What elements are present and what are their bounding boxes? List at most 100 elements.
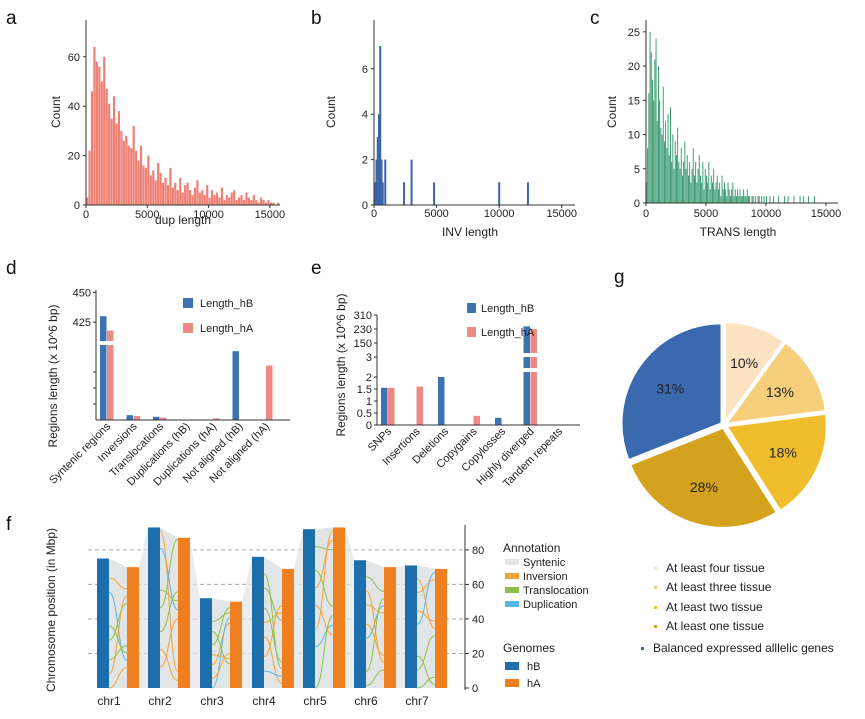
x-tick-label: 0 <box>371 208 377 220</box>
x-tick-label: 15000 <box>546 208 577 220</box>
chromosome-bar-ha <box>230 601 242 688</box>
bar <box>245 192 248 205</box>
chromosome-bar-ha <box>178 537 190 688</box>
chart-e-legend-swatch-ha <box>467 327 476 337</box>
y-tick-label: 4 <box>362 109 368 121</box>
bar <box>660 127 662 203</box>
bar <box>498 182 501 205</box>
synteny-link <box>365 590 385 664</box>
bar <box>721 175 723 203</box>
bar <box>734 189 736 203</box>
y-tick-label: 0 <box>362 200 368 212</box>
synteny-link <box>263 605 283 658</box>
bar <box>787 196 789 203</box>
legend-swatch <box>505 679 519 687</box>
bar <box>670 107 671 203</box>
synteny-link <box>263 587 283 621</box>
y-tick-label: 25 <box>628 27 640 39</box>
synteny-link <box>416 655 436 685</box>
bar-length-hb <box>232 351 239 420</box>
syntenic-ribbon <box>242 556 252 688</box>
synteny-link <box>211 652 231 679</box>
bar <box>95 61 98 205</box>
bar <box>744 196 746 203</box>
bar <box>677 127 679 203</box>
bar <box>277 202 280 205</box>
x-tick-label: chr2 <box>148 694 172 708</box>
bar <box>740 196 742 203</box>
synteny-link <box>108 591 128 661</box>
x-tick-label: 15000 <box>255 209 286 221</box>
y-tick-label: 0.5 <box>357 408 372 420</box>
legend-swatch <box>654 625 657 628</box>
bar <box>169 167 172 205</box>
bar <box>737 189 739 203</box>
bar <box>706 175 707 203</box>
bar <box>751 196 753 203</box>
y-tick-label: 1.5 <box>357 384 372 396</box>
bar <box>724 182 725 203</box>
y-tick-label: 15 <box>628 95 640 107</box>
bar <box>697 168 699 203</box>
panel-label-f: f <box>6 514 12 535</box>
bar <box>181 192 184 205</box>
pie-slice <box>725 412 828 513</box>
legend-label: At least three tissue <box>666 580 772 594</box>
bar <box>695 161 697 203</box>
bar <box>682 175 683 203</box>
synteny-link <box>416 676 436 689</box>
bar <box>108 103 111 205</box>
bar <box>142 165 145 205</box>
bar-length-hb <box>438 377 445 425</box>
synteny-link <box>211 622 231 666</box>
bar <box>233 190 236 205</box>
bar <box>715 182 717 203</box>
bar <box>188 190 192 205</box>
bar <box>656 120 658 203</box>
x-tick-label: chr3 <box>200 694 224 708</box>
bar <box>650 52 652 204</box>
pie-slice-label: 13% <box>766 384 794 400</box>
x-tick-label: chr4 <box>252 694 276 708</box>
bar <box>674 141 676 203</box>
legend-label: Inversion <box>523 571 568 583</box>
bar <box>208 197 211 205</box>
synteny-link <box>365 604 385 614</box>
x-tick-label: chr6 <box>354 694 378 708</box>
synteny-link <box>211 654 231 660</box>
bar-length-ha <box>416 386 423 425</box>
bar <box>679 168 681 203</box>
legend-label: Translocation <box>523 585 589 597</box>
bar <box>672 134 674 203</box>
x-tick-label: chr1 <box>97 694 121 708</box>
y-tick-label: 20 <box>68 151 80 163</box>
x-tick-label: 5000 <box>694 208 718 220</box>
bar <box>689 161 691 203</box>
bar <box>718 189 719 203</box>
bar <box>673 168 675 203</box>
bar <box>130 148 133 205</box>
bar <box>223 200 226 205</box>
synteny-link <box>159 547 179 611</box>
bar <box>733 196 735 203</box>
bar <box>778 196 779 203</box>
synteny-link <box>159 591 179 633</box>
bar <box>710 175 712 203</box>
synteny-link <box>263 636 283 684</box>
bar <box>652 79 653 203</box>
syntenic-ribbon <box>139 527 148 688</box>
panel-label-a: a <box>6 8 17 29</box>
bar <box>752 196 754 203</box>
bar <box>703 189 705 203</box>
chart-f-ticks: 0 20 40 60 80 <box>465 545 484 695</box>
bar <box>264 202 268 205</box>
synteny-link <box>263 573 283 670</box>
chart-e-legend-ha: Length_hA <box>481 327 535 339</box>
bar <box>193 187 197 205</box>
bar <box>149 175 152 205</box>
x-tick-label: 15000 <box>811 208 842 220</box>
bar-length-ha <box>266 365 273 420</box>
chart-a-xlabel: dup length <box>155 213 211 227</box>
chart-a-bars <box>86 46 280 205</box>
legend-swatch <box>654 606 657 609</box>
